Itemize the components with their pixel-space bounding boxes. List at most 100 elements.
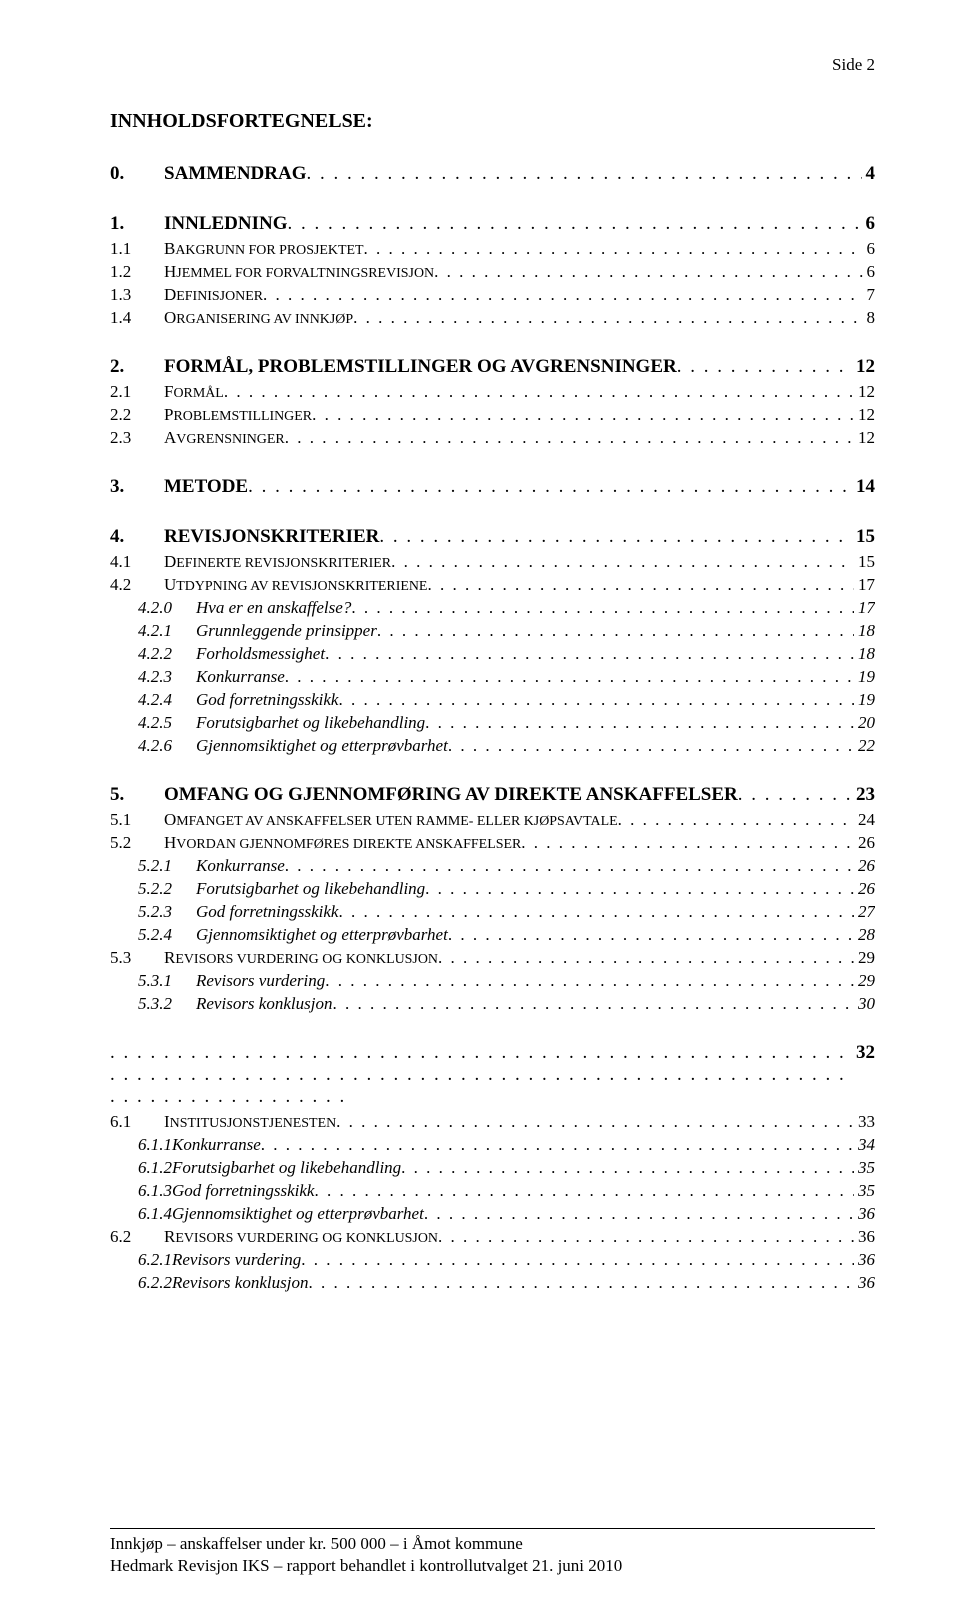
toc-page-number: 7 — [863, 285, 876, 305]
toc-number: 3. — [110, 476, 164, 498]
toc-text: INNLEDNING — [164, 213, 288, 234]
toc-leader-dots: . . . . . . . . . . . . . . . . . . . . … — [312, 405, 854, 425]
toc-label: 4.2.6Gjennomsiktighet og etterprøvbarhet — [138, 736, 448, 756]
toc-entry: 5.2HVORDAN GJENNOMFØRES DIREKTE ANSKAFFE… — [110, 833, 875, 853]
toc-entry: 4.2.6Gjennomsiktighet og etterprøvbarhet… — [110, 736, 875, 756]
toc-entry: 5.2.4Gjennomsiktighet og etterprøvbarhet… — [110, 925, 875, 945]
toc-page-number: 17 — [854, 575, 875, 595]
toc-leader-dots: . . . . . . . . . . . . . . . . . . . . … — [364, 239, 863, 259]
toc-number: 4.2.2 — [138, 644, 196, 664]
toc-label: 5.2.1Konkurranse — [138, 856, 285, 876]
toc-text-prefix: O — [164, 810, 176, 829]
toc-text: RGANISERING AV INNKJØP — [176, 312, 353, 327]
toc-page-number: 35 — [854, 1158, 875, 1178]
toc-number: 5. — [110, 784, 164, 806]
toc-entry: 4.2UTDYPNING AV REVISJONSKRITERIENE . . … — [110, 575, 875, 595]
toc-label: 1.INNLEDNING — [110, 213, 288, 235]
toc-text-prefix: D — [164, 285, 176, 304]
toc-label: 6.2.1 Revisors vurdering — [138, 1250, 301, 1270]
toc-page-number: 8 — [863, 308, 876, 328]
toc-leader-dots: . . . . . . . . . . . . . . . . . . . . … — [738, 784, 852, 806]
toc-number: 4.2.3 — [138, 667, 196, 687]
toc-leader-dots: . . . . . . . . . . . . . . . . . . . . … — [618, 810, 854, 830]
toc-leader-dots: . . . . . . . . . . . . . . . . . . . . … — [285, 428, 854, 448]
toc-label: 4.2.5Forutsigbarhet og likebehandling — [138, 713, 425, 733]
toc-text: God forretningsskikk — [196, 690, 338, 709]
toc-label: 5.2.2Forutsigbarhet og likebehandling — [138, 879, 425, 899]
toc-number: 4.1 — [110, 552, 164, 572]
toc-leader-dots: . . . . . . . . . . . . . . . . . . . . … — [285, 856, 854, 876]
toc-text: ROBLEMSTILLINGER — [173, 409, 312, 424]
toc-number: 1.1 — [110, 239, 164, 259]
toc-leader-dots: . . . . . . . . . . . . . . . . . . . . … — [338, 690, 854, 710]
toc-text: SAMMENDRAG — [164, 163, 307, 184]
toc-number: 4.2.0 — [138, 598, 196, 618]
toc-leader-dots: . . . . . . . . . . . . . . . . . . . . … — [677, 356, 852, 378]
toc-entry: 5.OMFANG OG GJENNOMFØRING AV DIREKTE ANS… — [110, 784, 875, 806]
toc-label: 4.2UTDYPNING AV REVISJONSKRITERIENE — [110, 575, 427, 595]
toc-number: 6.1.3 — [138, 1181, 172, 1201]
toc-number: 6.2.2 — [138, 1273, 172, 1293]
toc-entry: 1.INNLEDNING . . . . . . . . . . . . . .… — [110, 213, 875, 235]
toc-entry: 5.1OMFANGET AV ANSKAFFELSER UTEN RAMME- … — [110, 810, 875, 830]
toc-page-number: 34 — [854, 1135, 875, 1155]
toc-entry: 5.3REVISORS VURDERING OG KONKLUSJON . . … — [110, 948, 875, 968]
toc-number: 1. — [110, 213, 164, 235]
toc-entry: 1.1BAKGRUNN FOR PROSJEKTET . . . . . . .… — [110, 239, 875, 259]
toc-number: 5.3.2 — [138, 994, 196, 1014]
toc-page-number: 26 — [854, 879, 875, 899]
toc-number: 6.1.4 — [138, 1204, 172, 1224]
toc-text: ORMÅL — [173, 386, 223, 401]
toc-entry: 1.4ORGANISERING AV INNKJØP . . . . . . .… — [110, 308, 875, 328]
toc-page-number: 36 — [854, 1227, 875, 1247]
toc-entry: 4.2.0Hva er en anskaffelse? . . . . . . … — [110, 598, 875, 618]
toc-text: EVISORS VURDERING OG KONKLUSJON — [175, 952, 438, 967]
toc-entry: 4.1DEFINERTE REVISJONSKRITERIER . . . . … — [110, 552, 875, 572]
toc-page-number: 6 — [863, 239, 876, 259]
toc-page-number: 6 — [863, 262, 876, 282]
toc-text: TDYPNING AV REVISJONSKRITERIENE — [176, 579, 427, 594]
toc-number: 4.2.6 — [138, 736, 196, 756]
toc-entry: 4.2.5Forutsigbarhet og likebehandling . … — [110, 713, 875, 733]
toc-text-prefix: R — [164, 948, 175, 967]
toc-number: 2. — [110, 356, 164, 378]
toc-leader-dots: . . . . . . . . . . . . . . . . . . . . … — [288, 213, 862, 235]
toc-page-number: 24 — [854, 810, 875, 830]
toc-text: Gjennomsiktighet og etterprøvbarhet — [172, 1204, 424, 1223]
toc-text: Revisors vurdering — [196, 971, 325, 990]
toc-label: 2.3AVGRENSNINGER — [110, 428, 285, 448]
toc-number: 6.2 — [110, 1227, 164, 1247]
toc-number: 6.1.2 — [138, 1158, 172, 1178]
toc-leader-dots: . . . . . . . . . . . . . . . . . . . . … — [379, 526, 852, 548]
toc-label: 3.METODE — [110, 476, 248, 498]
toc-page-number: 29 — [854, 948, 875, 968]
toc-entry: 4.2.3Konkurranse . . . . . . . . . . . .… — [110, 667, 875, 687]
toc-text-prefix: D — [164, 552, 176, 571]
toc-entry: 3.METODE . . . . . . . . . . . . . . . .… — [110, 476, 875, 498]
toc-label: 5.3.2Revisors konklusjon — [138, 994, 332, 1014]
toc-text-prefix: U — [164, 575, 176, 594]
toc-text: OMFANG OG GJENNOMFØRING AV DIREKTE ANSKA… — [164, 784, 738, 805]
toc-number: 6.1 — [110, 1112, 164, 1132]
toc-number: 6.1.1 — [138, 1135, 172, 1155]
toc-label: 1.2HJEMMEL FOR FORVALTNINGSREVISJON — [110, 262, 434, 282]
toc-leader-dots: . . . . . . . . . . . . . . . . . . . . … — [353, 308, 862, 328]
toc-number: 4.2.1 — [138, 621, 196, 641]
page-number: Side 2 — [110, 55, 875, 75]
page-footer: Innkjøp – anskaffelser under kr. 500 000… — [110, 1528, 875, 1577]
toc-text: Gjennomsiktighet og etterprøvbarhet — [196, 736, 448, 755]
toc-label: 5.1OMFANGET AV ANSKAFFELSER UTEN RAMME- … — [110, 810, 618, 830]
toc-number: 4.2.5 — [138, 713, 196, 733]
toc-entry: 4.REVISJONSKRITERIER . . . . . . . . . .… — [110, 526, 875, 548]
toc-label: 5.2.4Gjennomsiktighet og etterprøvbarhet — [138, 925, 448, 945]
toc-number: 4.2.4 — [138, 690, 196, 710]
toc-number: 2.2 — [110, 405, 164, 425]
document-page: Side 2 INNHOLDSFORTEGNELSE: 0.SAMMENDRAG… — [0, 0, 960, 1617]
toc-text: Revisors vurdering — [172, 1250, 301, 1269]
toc-entry: 6.2.1 Revisors vurdering . . . . . . . .… — [110, 1250, 875, 1270]
toc-page-number: 18 — [854, 644, 875, 664]
toc-label: 5.OMFANG OG GJENNOMFØRING AV DIREKTE ANS… — [110, 784, 738, 806]
toc-text: EVISORS VURDERING OG KONKLUSJON — [175, 1231, 438, 1246]
toc-page-number: 19 — [854, 667, 875, 687]
toc-text-prefix: H — [164, 262, 176, 281]
